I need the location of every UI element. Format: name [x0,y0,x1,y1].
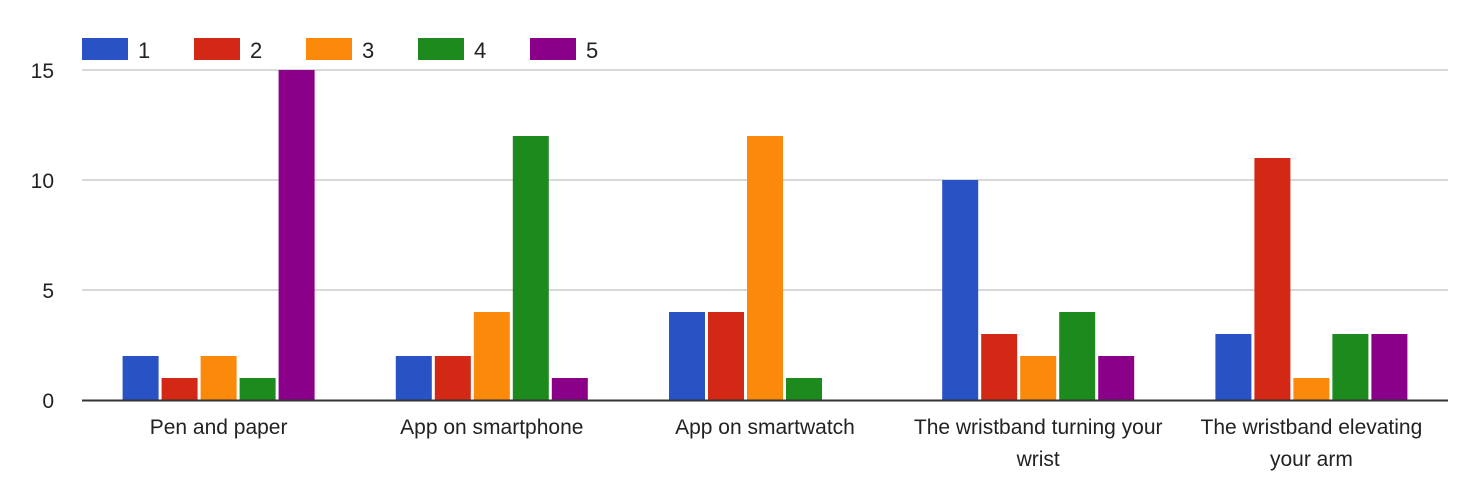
y-tick-label: 0 [42,390,54,413]
category-label: The wristband elevating [1201,416,1423,439]
y-tick-label: 5 [42,280,54,303]
bar-series-1-cat-2 [669,312,705,400]
legend-label: 1 [138,38,150,63]
legend-label: 2 [250,38,262,63]
bar-series-5-cat-1 [551,378,588,400]
category-label: App on smartphone [400,416,583,439]
bar-series-1-cat-3 [942,180,979,400]
category-label: Pen and paper [150,416,288,439]
bar-series-4-cat-2 [786,378,822,400]
bar-series-2-cat-2 [708,312,744,400]
bar-series-3-cat-2 [747,136,783,400]
bar-series-1-cat-4 [1215,334,1252,400]
category-label: wrist [1016,448,1060,471]
bar-series-4-cat-3 [1059,312,1096,400]
bar-series-5-cat-4 [1371,334,1408,400]
legend-swatch-2 [194,38,240,60]
bar-series-2-cat-3 [981,334,1018,400]
bar-series-1-cat-0 [122,356,159,400]
bars [122,70,1408,400]
legend-label: 4 [474,38,486,63]
bar-series-2-cat-4 [1254,158,1291,400]
legend: 1 2 3 4 5 [82,38,598,63]
category-label: The wristband turning your [914,416,1163,439]
bar-series-2-cat-0 [161,378,198,400]
y-axis-ticks: 0 5 10 15 [31,60,54,413]
y-tick-label: 10 [31,170,54,193]
category-label: your arm [1270,448,1353,471]
category-label: App on smartwatch [675,416,855,439]
bar-series-3-cat-1 [473,312,510,400]
bar-series-4-cat-0 [239,378,276,400]
legend-label: 5 [586,38,598,63]
bar-series-1-cat-1 [395,356,432,400]
bar-series-5-cat-3 [1098,356,1135,400]
category-labels: Pen and paper App on smartphone App on sma… [150,416,1423,471]
legend-swatch-1 [82,38,128,60]
legend-swatch-5 [530,38,576,60]
bar-series-4-cat-4 [1332,334,1369,400]
bar-series-4-cat-1 [512,136,549,400]
bar-series-5-cat-0 [278,70,315,400]
legend-swatch-4 [418,38,464,60]
y-tick-label: 15 [31,60,54,83]
bar-series-3-cat-0 [200,356,237,400]
bar-series-2-cat-1 [434,356,471,400]
bar-series-3-cat-3 [1020,356,1057,400]
bar-series-3-cat-4 [1293,378,1330,400]
legend-swatch-3 [306,38,352,60]
legend-label: 3 [362,38,374,63]
